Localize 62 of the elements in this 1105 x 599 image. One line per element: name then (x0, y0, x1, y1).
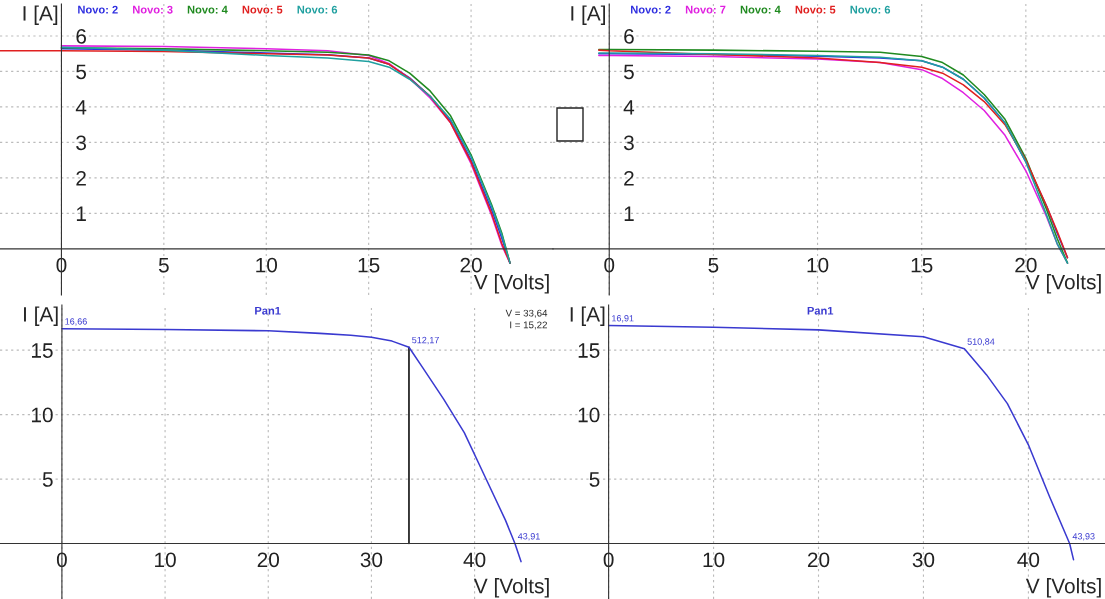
annotation: 510,84 (967, 338, 995, 346)
y-tick-label: 5 (623, 64, 634, 80)
x-axis-title: V [Volts] (1025, 578, 1101, 598)
annotation: 16,91 (612, 315, 634, 323)
x-tick-label: 15 (358, 257, 380, 273)
y-tick-label: 2 (624, 170, 634, 186)
y-tick-label: 6 (624, 28, 634, 44)
x-tick-label: 40 (463, 552, 486, 568)
annotation: 512,17 (412, 336, 439, 345)
y-axis-title: I [A] (24, 306, 58, 326)
x-tick-label: 40 (1017, 552, 1040, 568)
y-tick-label: 2 (76, 170, 86, 186)
x-tick-label: 20 (1015, 257, 1037, 273)
annotation: 16,66 (65, 318, 87, 326)
y-tick-label: 3 (623, 135, 634, 151)
y-tick-label: 1 (76, 206, 86, 221)
x-axis-title: V [Volts] (473, 578, 549, 598)
series-label: Pan1 (255, 306, 281, 315)
y-tick-label: 10 (578, 407, 600, 423)
y-axis-title: I [A] (571, 5, 605, 25)
y-tick-label: 6 (76, 28, 86, 44)
y-tick-label: 15 (578, 343, 600, 358)
x-axis-title: V [Volts] (1025, 274, 1101, 294)
y-tick-label: 4 (75, 100, 87, 115)
annotation: V = 33,64 (505, 309, 548, 318)
y-tick-label: 3 (76, 135, 86, 151)
series-label: Pan1 (807, 306, 834, 315)
text: Novo: 5 (242, 5, 283, 14)
annotation: 43,91 (517, 533, 540, 541)
annotation: I = 15,22 (510, 321, 547, 330)
y-tick-label: 1 (624, 206, 634, 221)
text: Novo: 5 (795, 5, 836, 14)
x-axis-title: V [Volts] (473, 274, 549, 294)
y-axis-title: I [A] (23, 5, 58, 25)
x-tick-label: 10 (256, 257, 278, 273)
x-tick-label: 15 (911, 257, 933, 273)
y-tick-label: 5 (76, 64, 87, 80)
x-tick-label: 10 (807, 257, 829, 273)
x-tick-label: 10 (155, 552, 176, 568)
x-tick-label: 30 (912, 552, 935, 568)
text: Novo: 2 (631, 5, 671, 14)
x-tick-label: 20 (257, 552, 280, 568)
x-tick-label: 20 (460, 257, 482, 273)
x-tick-label: 5 (708, 257, 719, 273)
y-tick-label: 5 (42, 472, 53, 487)
x-tick-label: 10 (703, 552, 725, 568)
x-tick-label: 20 (807, 552, 830, 568)
y-tick-label: 10 (31, 407, 53, 423)
text: Novo: 3 (133, 5, 173, 14)
y-tick-label: 4 (623, 100, 635, 115)
text: Novo: 4 (740, 5, 781, 14)
y-tick-label: 5 (589, 472, 600, 487)
annotation: 43,93 (1072, 533, 1095, 541)
text: Novo: 6 (297, 5, 338, 14)
text: Novo: 7 (685, 5, 726, 14)
text: Novo: 4 (187, 5, 228, 14)
y-tick-label: 15 (31, 343, 53, 358)
text: Novo: 2 (78, 5, 118, 14)
x-tick-label: 5 (158, 257, 169, 273)
x-tick-label: 30 (360, 552, 383, 568)
y-axis-title: I [A] (570, 306, 605, 326)
text: Novo: 6 (850, 5, 891, 14)
